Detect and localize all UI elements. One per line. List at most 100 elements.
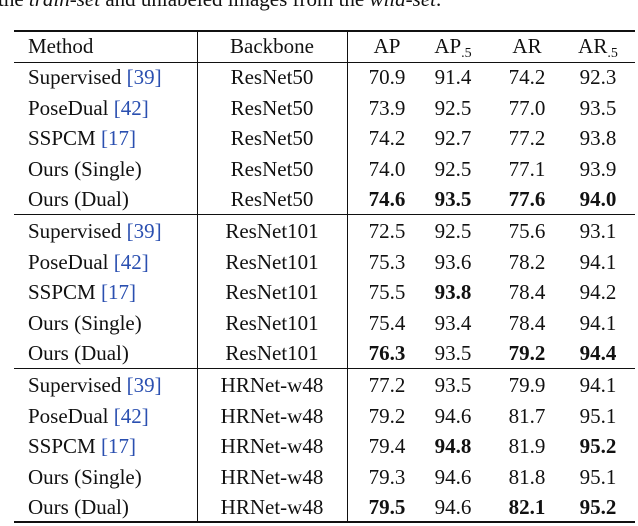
- column-rule: [347, 31, 348, 522]
- method-cell: SSPCM [17]: [28, 123, 136, 153]
- value-cell: 93.5: [434, 373, 472, 397]
- value-cell: 91.4: [434, 65, 472, 89]
- value-cell: 95.1: [579, 464, 617, 489]
- method-name: PoseDual: [28, 403, 109, 428]
- method-name: Ours (Single): [28, 156, 142, 181]
- value-cell: 92.3: [579, 65, 617, 89]
- method-name: SSPCM: [28, 280, 96, 305]
- header-cell: AR.5: [578, 31, 618, 61]
- backbone-cell: ResNet101: [225, 280, 319, 305]
- value-cell: 79.5: [368, 495, 406, 520]
- value-cell: 75.6: [508, 219, 546, 243]
- backbone-cell: ResNet101: [225, 310, 319, 335]
- citation: [39]: [126, 219, 162, 243]
- method-name: Ours (Dual): [28, 187, 129, 212]
- rule: [14, 62, 635, 63]
- value-cell: 77.2: [508, 126, 546, 151]
- method-name: Ours (Dual): [28, 495, 129, 520]
- backbone-cell: ResNet101: [225, 219, 319, 243]
- value-cell: 93.8: [579, 126, 617, 151]
- backbone-cell: ResNet101: [225, 341, 319, 366]
- value-cell: 93.4: [434, 310, 472, 335]
- value-cell: 94.6: [434, 495, 472, 520]
- value-cell: 74.2: [368, 126, 406, 151]
- method-cell: Ours (Dual): [28, 338, 129, 368]
- caption-segment: train-set: [29, 0, 100, 11]
- caption: the train-set and unlabeled images from …: [0, 0, 441, 14]
- method-cell: Ours (Single): [28, 462, 142, 492]
- value-cell: 75.4: [368, 310, 406, 335]
- method-cell: Ours (Dual): [28, 492, 129, 522]
- rule: [14, 30, 635, 32]
- value-cell: 93.1: [579, 219, 617, 243]
- value-cell: 94.8: [434, 434, 472, 459]
- backbone-cell: HRNet-w48: [220, 434, 324, 459]
- value-cell: 74.0: [368, 156, 406, 181]
- caption-segment: wild-set: [370, 0, 437, 11]
- method-name: PoseDual: [28, 249, 109, 274]
- value-cell: 77.0: [508, 95, 546, 120]
- value-cell: 92.5: [434, 95, 472, 120]
- value-cell: 74.2: [508, 65, 546, 89]
- value-cell: 77.6: [508, 187, 546, 212]
- value-cell: 93.6: [434, 249, 472, 274]
- value-cell: 72.5: [368, 219, 406, 243]
- value-cell: 79.2: [368, 403, 406, 428]
- header-cell: AR: [512, 34, 542, 58]
- backbone-cell: ResNet50: [230, 156, 314, 181]
- backbone-cell: HRNet-w48: [220, 495, 324, 520]
- backbone-cell: ResNet50: [230, 126, 314, 151]
- method-cell: Supervised [39]: [28, 216, 162, 246]
- header-cell: Backbone: [230, 34, 314, 58]
- backbone-cell: ResNet101: [225, 249, 319, 274]
- method-cell: Supervised [39]: [28, 62, 162, 92]
- value-cell: 73.9: [368, 95, 406, 120]
- value-cell: 78.4: [508, 310, 546, 335]
- backbone-cell: ResNet50: [230, 65, 314, 89]
- rule: [14, 214, 635, 215]
- header-sub: .5: [461, 46, 472, 61]
- value-cell: 94.0: [579, 187, 617, 212]
- citation: [42]: [113, 95, 149, 120]
- method-cell: Ours (Single): [28, 308, 142, 338]
- citation: [17]: [100, 126, 136, 151]
- caption-segment: the: [0, 0, 29, 11]
- header-text: AP: [434, 34, 462, 58]
- backbone-cell: HRNet-w48: [220, 373, 324, 397]
- value-cell: 81.8: [508, 464, 546, 489]
- value-cell: 92.7: [434, 126, 472, 151]
- citation: [17]: [100, 280, 136, 305]
- method-cell: Supervised [39]: [28, 370, 162, 400]
- method-cell: SSPCM [17]: [28, 277, 136, 307]
- value-cell: 93.8: [434, 280, 472, 305]
- value-cell: 94.4: [579, 341, 617, 366]
- method-name: Ours (Single): [28, 310, 142, 335]
- value-cell: 81.7: [508, 403, 546, 428]
- value-cell: 81.9: [508, 434, 546, 459]
- method-name: PoseDual: [28, 95, 109, 120]
- method-name: SSPCM: [28, 434, 96, 459]
- value-cell: 77.1: [508, 156, 546, 181]
- backbone-cell: ResNet50: [230, 187, 314, 212]
- value-cell: 92.5: [434, 219, 472, 243]
- column-rule: [197, 31, 198, 522]
- value-cell: 82.1: [508, 495, 546, 520]
- value-cell: 79.2: [508, 341, 546, 366]
- header-text: AR: [578, 34, 608, 58]
- citation: [42]: [113, 249, 149, 274]
- backbone-cell: HRNet-w48: [220, 403, 324, 428]
- value-cell: 94.2: [579, 280, 617, 305]
- rule: [14, 521, 635, 523]
- backbone-cell: ResNet50: [230, 95, 314, 120]
- value-cell: 94.6: [434, 464, 472, 489]
- value-cell: 77.2: [368, 373, 406, 397]
- value-cell: 93.5: [434, 341, 472, 366]
- citation: [17]: [100, 434, 136, 459]
- method-name: Supervised: [28, 219, 122, 243]
- value-cell: 79.4: [368, 434, 406, 459]
- value-cell: 94.1: [579, 249, 617, 274]
- value-cell: 95.2: [579, 495, 617, 520]
- header-cell: AP: [373, 34, 401, 58]
- caption-segment: .: [436, 0, 441, 11]
- method-name: Supervised: [28, 65, 122, 89]
